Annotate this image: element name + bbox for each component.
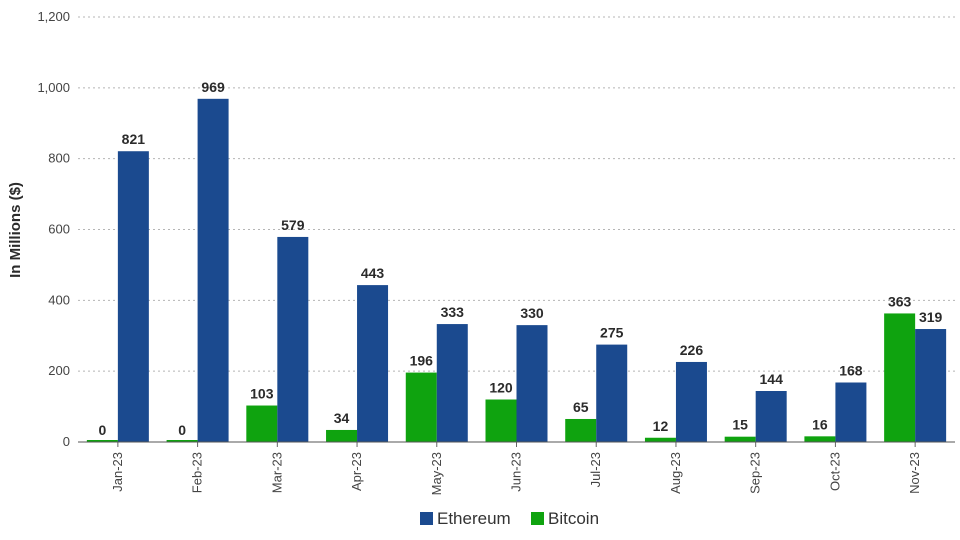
legend-label-ethereum: Ethereum	[437, 509, 511, 528]
data-label-ethereum: 319	[919, 309, 943, 325]
x-tick-label: Jun-23	[509, 452, 524, 492]
y-axis-ticks: 0 200 400 600 800 1,000 1,200	[37, 9, 70, 449]
data-label-bitcoin: 363	[888, 293, 912, 309]
bar-ethereum-jun-23	[516, 325, 548, 442]
bar-bitcoin-may-23	[405, 372, 437, 442]
legend-label-bitcoin: Bitcoin	[548, 509, 599, 528]
y-tick-label: 800	[48, 151, 70, 166]
bar-ethereum-may-23	[436, 324, 468, 442]
bar-bitcoin-mar-23	[246, 405, 278, 442]
data-label-ethereum: 821	[122, 131, 146, 147]
bar-ethereum-aug-23	[675, 361, 707, 442]
y-tick-label: 400	[48, 292, 70, 307]
data-label-bitcoin: 65	[573, 399, 589, 415]
bar-ethereum-sep-23	[755, 391, 787, 442]
bar-bitcoin-jul-23	[565, 418, 597, 442]
y-tick-label: 1,000	[37, 80, 70, 95]
x-tick-label: Jul-23	[588, 452, 603, 487]
data-label-ethereum: 333	[441, 304, 465, 320]
bar-ethereum-jul-23	[596, 344, 628, 442]
bar-bitcoin-jan-23	[86, 440, 118, 442]
bar-bitcoin-aug-23	[644, 437, 676, 442]
legend-swatch-ethereum	[420, 512, 433, 525]
data-label-bitcoin: 0	[178, 422, 186, 438]
data-label-ethereum: 168	[839, 363, 863, 379]
x-tick-label: Mar-23	[269, 452, 284, 493]
data-label-bitcoin: 103	[250, 386, 274, 402]
data-labels: 0 821 0 969 103 579 34 443 196 333 120 330 65 275 12 22…	[98, 79, 942, 438]
data-label-bitcoin: 16	[812, 416, 828, 432]
bar-bitcoin-feb-23	[166, 440, 198, 442]
data-label-bitcoin: 196	[410, 353, 434, 369]
x-axis: Jan-23 Feb-23 Mar-23 Apr-23 May-23 Jun-23 Jul-…	[78, 441, 955, 495]
bar-bitcoin-nov-23	[884, 313, 916, 442]
bar-ethereum-feb-23	[197, 98, 229, 442]
bar-ethereum-jan-23	[117, 151, 149, 442]
bar-ethereum-mar-23	[277, 236, 309, 442]
data-label-bitcoin: 120	[489, 380, 513, 396]
data-label-ethereum: 144	[760, 371, 784, 387]
data-label-ethereum: 275	[600, 325, 624, 341]
data-label-ethereum: 969	[201, 79, 225, 95]
y-axis-title: In Millions ($)	[7, 182, 24, 278]
y-tick-label: 200	[48, 363, 70, 378]
data-label-ethereum: 330	[520, 305, 544, 321]
bar-ethereum-nov-23	[915, 329, 947, 442]
data-label-bitcoin: 34	[334, 410, 350, 426]
x-tick-label: May-23	[429, 452, 444, 495]
x-tick-label: Apr-23	[349, 452, 364, 491]
x-tick-label: Oct-23	[827, 452, 842, 491]
x-tick-label: Sep-23	[748, 452, 763, 494]
data-label-bitcoin: 0	[98, 422, 106, 438]
legend-swatch-bitcoin	[531, 512, 544, 525]
data-label-bitcoin: 15	[732, 417, 748, 433]
bar-bitcoin-sep-23	[724, 436, 756, 442]
bar-bitcoin-jun-23	[485, 399, 517, 442]
x-tick-label: Jan-23	[110, 452, 125, 492]
data-label-ethereum: 226	[680, 342, 704, 358]
x-tick-label: Nov-23	[907, 452, 922, 494]
legend: Ethereum Bitcoin	[420, 509, 599, 528]
y-tick-label: 0	[63, 434, 70, 449]
bar-bitcoin-apr-23	[326, 429, 358, 442]
y-tick-label: 600	[48, 222, 70, 237]
bars	[86, 98, 947, 442]
data-label-bitcoin: 12	[653, 418, 669, 434]
bar-ethereum-oct-23	[835, 382, 867, 442]
x-tick-label: Aug-23	[668, 452, 683, 494]
bar-ethereum-apr-23	[357, 285, 389, 442]
data-label-ethereum: 443	[361, 265, 385, 281]
bar-bitcoin-oct-23	[804, 436, 836, 442]
x-tick-label: Feb-23	[190, 452, 205, 493]
data-label-ethereum: 579	[281, 217, 305, 233]
y-tick-label: 1,200	[37, 9, 70, 24]
